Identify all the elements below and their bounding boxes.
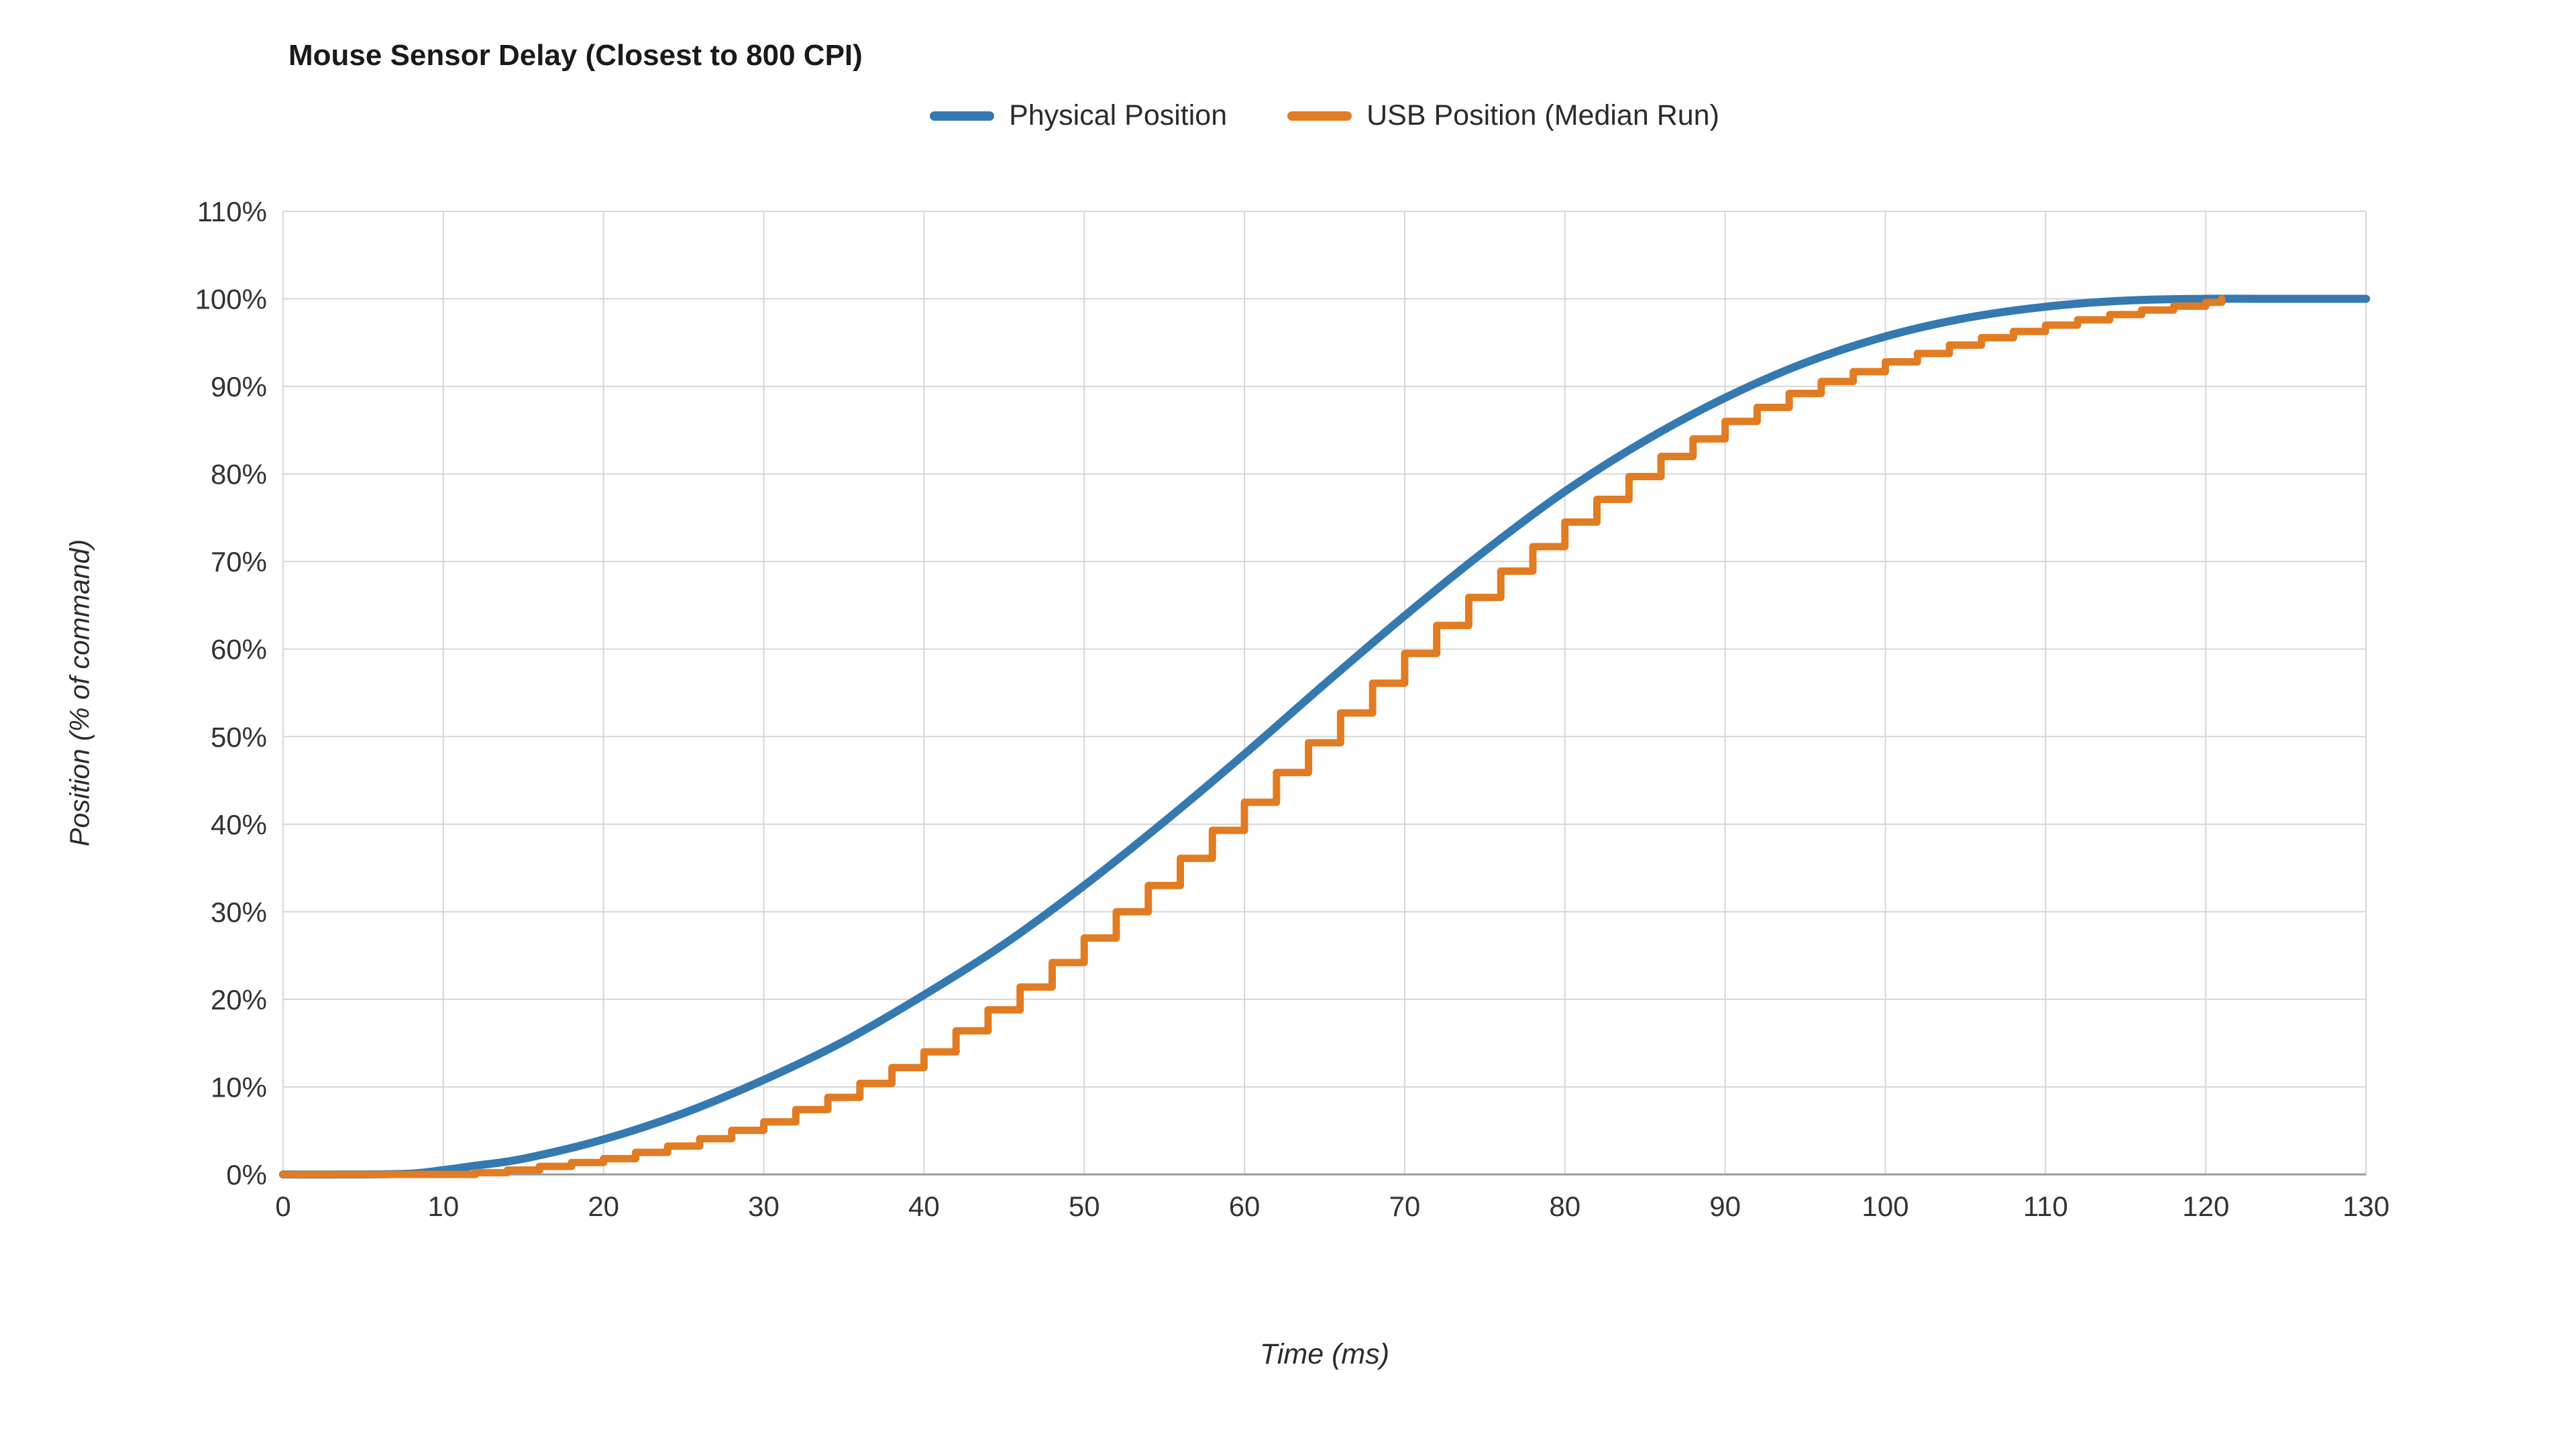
chart-title: Mouse Sensor Delay (Closest to 800 CPI) bbox=[288, 39, 863, 72]
legend-item-physical-position: Physical Position bbox=[930, 99, 1227, 132]
y-axis-title: Position (% of command) bbox=[64, 539, 95, 847]
x-axis-title: Time (ms) bbox=[1259, 1338, 1390, 1370]
x-tick-label: 80 bbox=[1549, 1191, 1580, 1222]
y-tick-label: 100% bbox=[195, 284, 267, 315]
y-tick-label: 60% bbox=[211, 634, 267, 665]
series-line-usb-position-median-run bbox=[279, 295, 2226, 1178]
y-tick-label: 70% bbox=[211, 546, 267, 577]
legend-swatch-physical-position bbox=[930, 111, 995, 121]
y-tick-label: 30% bbox=[211, 896, 267, 928]
y-tick-label: 50% bbox=[211, 721, 267, 753]
y-tick-label: 20% bbox=[211, 984, 267, 1015]
x-tick-label: 100 bbox=[1862, 1191, 1909, 1222]
y-tick-label: 10% bbox=[211, 1071, 267, 1103]
x-tick-label: 20 bbox=[588, 1191, 619, 1222]
x-tick-label: 50 bbox=[1069, 1191, 1100, 1222]
legend-label-physical-position: Physical Position bbox=[1009, 99, 1228, 131]
y-tick-label: 40% bbox=[211, 809, 267, 840]
x-tick-label: 70 bbox=[1389, 1191, 1421, 1222]
x-tick-label: 0 bbox=[275, 1191, 290, 1222]
series-line-physical-position bbox=[279, 294, 2370, 1179]
y-tick-label: 0% bbox=[226, 1159, 267, 1191]
y-tick-label: 80% bbox=[211, 459, 267, 490]
x-tick-label: 120 bbox=[2182, 1191, 2229, 1222]
x-tick-label: 40 bbox=[908, 1191, 940, 1222]
x-tick-label: 30 bbox=[748, 1191, 780, 1222]
y-tick-label: 110% bbox=[197, 196, 267, 227]
legend-item-usb-position: USB Position (Median Run) bbox=[1287, 99, 1719, 132]
legend-swatch-usb-position bbox=[1287, 111, 1352, 121]
x-tick-label: 90 bbox=[1709, 1191, 1741, 1222]
x-tick-label: 60 bbox=[1229, 1191, 1260, 1222]
x-tick-label: 110 bbox=[2023, 1191, 2068, 1222]
x-tick-label: 10 bbox=[427, 1191, 459, 1222]
x-tick-label: 130 bbox=[2343, 1191, 2390, 1222]
legend-label-usb-position: USB Position (Median Run) bbox=[1366, 99, 1719, 131]
legend: Physical Position USB Position (Median R… bbox=[283, 99, 2366, 132]
y-tick-label: 90% bbox=[211, 371, 267, 402]
